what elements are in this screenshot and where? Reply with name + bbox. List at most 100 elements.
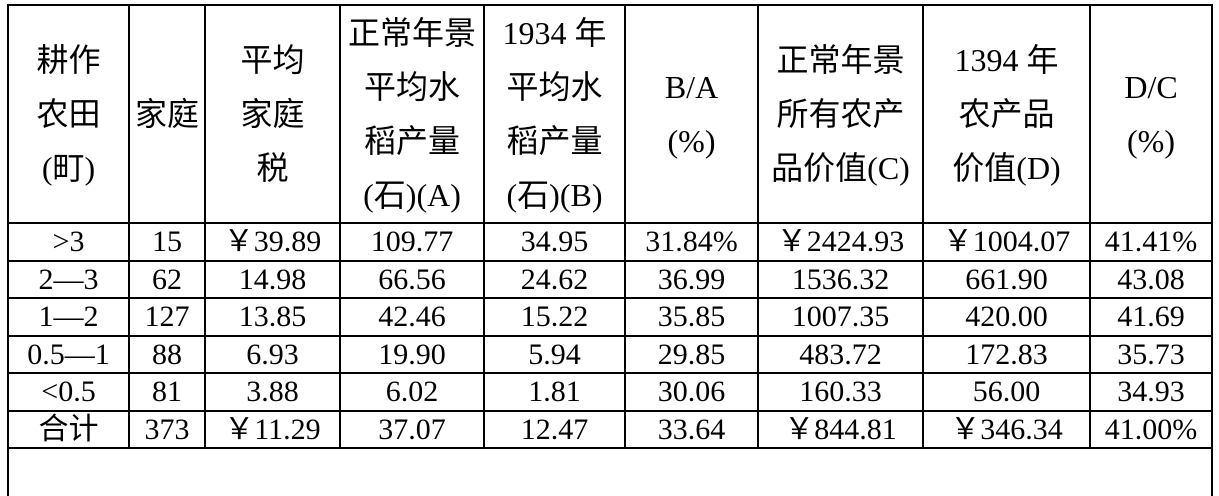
table-row: 0.5—1 88 6.93 19.90 5.94 29.85 483.72 172.83 35.… (7, 334, 1213, 374)
table-cell: 15 (128, 222, 206, 262)
table-cell: 62 (128, 259, 206, 299)
header-line: 正常年景 (347, 15, 476, 51)
table-cell: 13.85 (204, 297, 341, 337)
table-cell: 3.88 (204, 372, 341, 412)
table-cell: 31.84% (624, 222, 759, 262)
table-cell: 1—2 (7, 297, 130, 337)
table-cell: 160.33 (757, 372, 924, 412)
table-cell: 56.00 (922, 372, 1091, 412)
table-cell: 35.85 (624, 297, 759, 337)
table-cell: >3 (7, 222, 130, 262)
table-cell: 30.06 (624, 372, 759, 412)
header-line: (%) (1127, 123, 1175, 159)
table-cell: 41.41% (1089, 222, 1213, 262)
data-table: 耕作 农田 (町) 家庭 平均 家庭税正常年景 平均水 稻产量 (石)(A) 1934 年平均水稻… (7, 4, 1213, 449)
table-cell: 12.47 (483, 409, 626, 449)
header-line: 平均水 (363, 69, 460, 105)
header-cell: D/C (%) (1089, 4, 1213, 224)
table-row: >3 15 ￥39.89 109.77 34.95 31.84% ￥2424.93 ￥1004… (7, 222, 1213, 262)
header-line: (石)(B) (506, 177, 603, 213)
table-row: 1—2 127 13.85 42.46 15.22 35.85 1007.35 420.00 4… (7, 297, 1213, 337)
header-line: 家庭 (134, 96, 199, 132)
table-cell: 81 (128, 372, 206, 412)
header-cell: 家庭 (128, 4, 206, 224)
header-line: 家庭 (240, 96, 305, 132)
header-line: 税 (256, 150, 289, 186)
table-cell: 34.95 (483, 222, 626, 262)
table-cell: 1007.35 (757, 297, 924, 337)
header-line: 平均水 (506, 69, 603, 105)
header-line: 耕作 (36, 42, 101, 78)
table-cell: 127 (128, 297, 206, 337)
header-cell: 1394 年农产品价值(D) (922, 4, 1091, 224)
table-cell: 483.72 (757, 334, 924, 374)
table-cell: <0.5 (7, 372, 130, 412)
border-line (7, 447, 9, 496)
table-cell: 88 (128, 334, 206, 374)
table-row: 合计 373 ￥11.29 37.07 12.47 33.64 ￥844.81 ￥346.34… (7, 409, 1213, 449)
table-cell: 1536.32 (757, 259, 924, 299)
table-cell: 33.64 (624, 409, 759, 449)
header-line: B/A (664, 69, 719, 105)
table-row: <0.5 81 3.88 6.02 1.81 30.06 160.33 56.00 34.93 (7, 372, 1213, 412)
header-line: 品价值(C) (771, 150, 910, 186)
header-line: 1934 年 (502, 15, 607, 51)
header-line: (町) (41, 150, 96, 186)
header-line: 所有农产 (776, 96, 905, 132)
table-cell: 6.02 (339, 372, 485, 412)
table-cell: 29.85 (624, 334, 759, 374)
table-cell: 合计 (7, 409, 130, 449)
table-cell: 36.99 (624, 259, 759, 299)
header-line: 稻产量 (506, 123, 603, 159)
table-cell: 2—3 (7, 259, 130, 299)
table-cell: ￥346.34 (922, 409, 1091, 449)
table-cell: 35.73 (1089, 334, 1213, 374)
header-cell: B/A (%) (624, 4, 759, 224)
table-cell: 0.5—1 (7, 334, 130, 374)
table-cell: ￥2424.93 (757, 222, 924, 262)
table-cell: 661.90 (922, 259, 1091, 299)
header-line: (%) (667, 123, 716, 159)
border-line (1211, 447, 1213, 496)
table-cell: ￥1004.07 (922, 222, 1091, 262)
table-cell: 34.93 (1089, 372, 1213, 412)
header-line: 1394 年 (954, 42, 1059, 78)
table-cell: 1.81 (483, 372, 626, 412)
table-cell: 19.90 (339, 334, 485, 374)
table-cell: 37.07 (339, 409, 485, 449)
header-line: 正常年景 (776, 42, 905, 78)
table-cell: ￥11.29 (204, 409, 341, 449)
table-cell: 109.77 (339, 222, 485, 262)
header-cell: 平均 家庭税 (204, 4, 341, 224)
table-cell: 172.83 (922, 334, 1091, 374)
header-cell: 正常年景平均水稻产量 (石)(A) (339, 4, 485, 224)
header-line: (石)(A) (363, 177, 461, 213)
table-cell: 41.00% (1089, 409, 1213, 449)
table-cell: 15.22 (483, 297, 626, 337)
table-cell: 41.69 (1089, 297, 1213, 337)
table-cell: 42.46 (339, 297, 485, 337)
header-line: 价值(D) (952, 150, 1061, 186)
table-cell: 14.98 (204, 259, 341, 299)
header-cell: 耕作农田 (町) (7, 4, 130, 224)
table-cell: 6.93 (204, 334, 341, 374)
table-cell: 5.94 (483, 334, 626, 374)
table-cell: ￥39.89 (204, 222, 341, 262)
header-line: D/C (1124, 69, 1178, 105)
table-body: >3 15 ￥39.89 109.77 34.95 31.84% ￥2424.93 ￥1004… (7, 222, 1213, 449)
table-row: 2—3 62 14.98 66.56 24.62 36.99 1536.32 661.90 43… (7, 259, 1213, 299)
header-line: 稻产量 (363, 123, 460, 159)
table-cell: ￥844.81 (757, 409, 924, 449)
table-cell: 420.00 (922, 297, 1091, 337)
header-row: 耕作 农田 (町) 家庭 平均 家庭税正常年景 平均水 稻产量 (石)(A) 1934 年平均水稻… (7, 4, 1213, 224)
header-line: 农产品 (958, 96, 1055, 132)
header-cell: 正常年景所有农产品价值(C) (757, 4, 924, 224)
table-cell: 66.56 (339, 259, 485, 299)
header-line: 平均 (240, 42, 305, 78)
table-cell: 373 (128, 409, 206, 449)
header-cell: 1934 年平均水稻产量 (石)(B) (483, 4, 626, 224)
header-line: 农田 (36, 96, 101, 132)
table-cell: 43.08 (1089, 259, 1213, 299)
table-cell: 24.62 (483, 259, 626, 299)
